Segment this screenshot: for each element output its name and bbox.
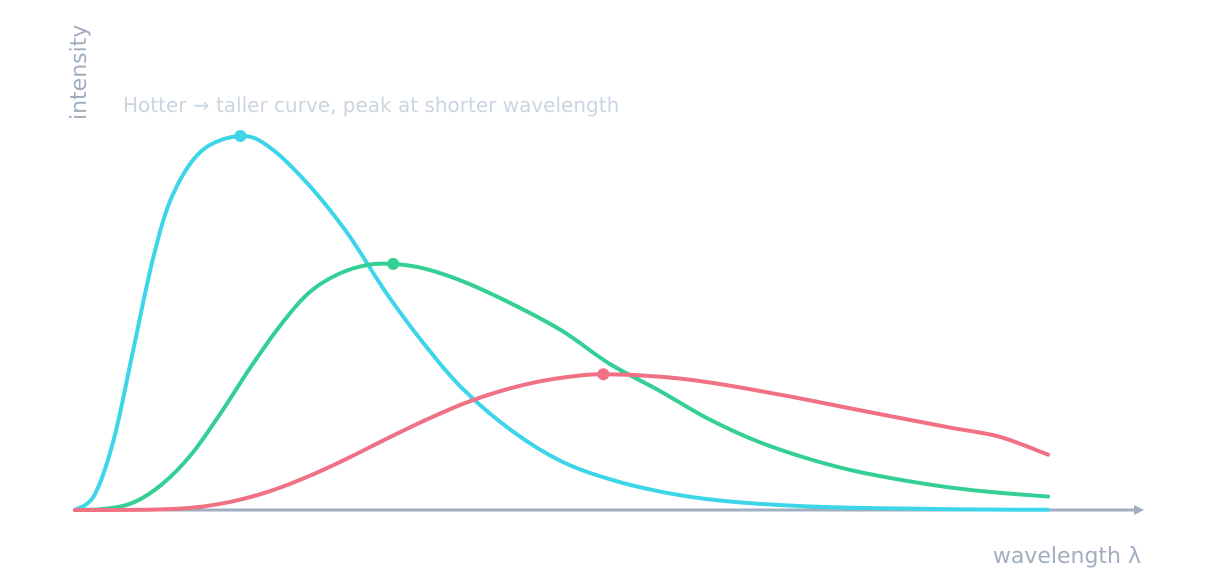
series-layer: [73, 133, 1050, 512]
series-line-2: [73, 261, 1050, 512]
peak-point-2: [387, 257, 400, 270]
peak-point-1: [234, 130, 247, 142]
series-line-3: [73, 372, 1050, 512]
y-axis-label: intensity: [67, 25, 92, 120]
chart-annotation: Hotter → taller curve, peak at shorter w…: [123, 93, 619, 117]
peak-layer: [234, 130, 610, 381]
x-axis-label: wavelength λ: [993, 544, 1141, 569]
peak-point-3: [597, 368, 610, 381]
series-line-1: [73, 133, 1050, 512]
